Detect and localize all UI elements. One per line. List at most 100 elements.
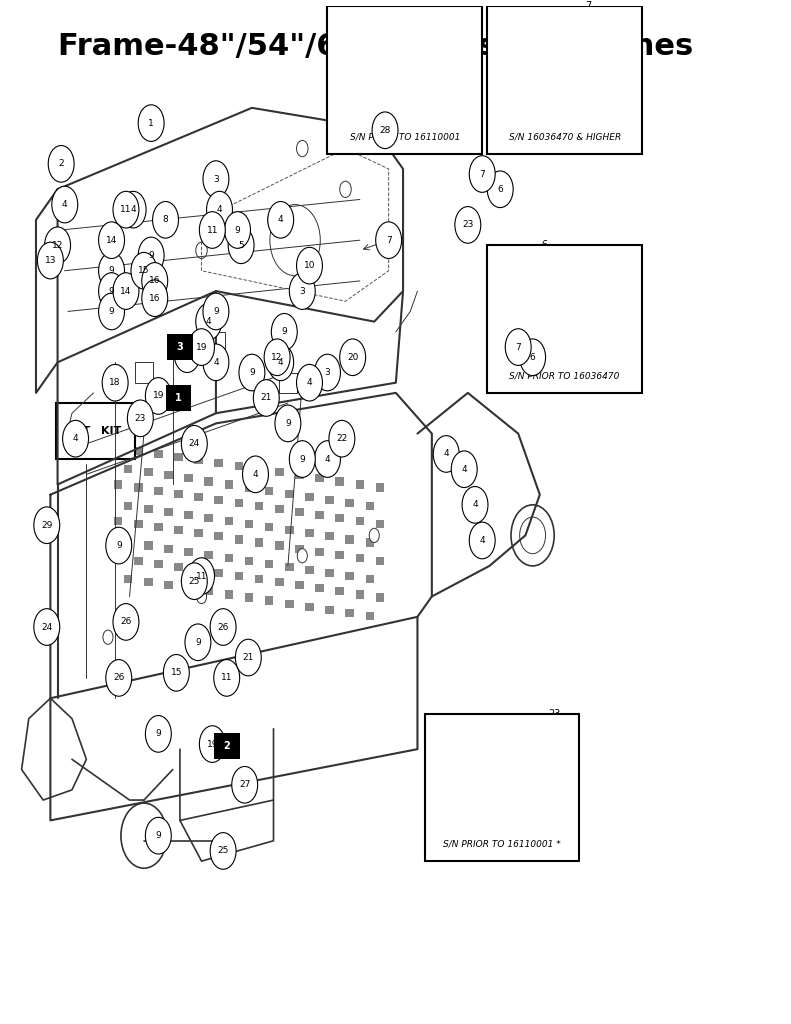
Bar: [515, 769, 522, 776]
Bar: [316, 511, 324, 519]
Circle shape: [195, 303, 221, 340]
Bar: [255, 539, 263, 547]
Circle shape: [329, 421, 355, 457]
Bar: [523, 754, 530, 761]
Circle shape: [275, 406, 301, 441]
Bar: [376, 483, 384, 492]
Circle shape: [138, 104, 164, 141]
Bar: [305, 529, 314, 538]
Bar: [355, 517, 364, 525]
Text: 11: 11: [221, 674, 233, 682]
Bar: [204, 588, 213, 595]
Bar: [154, 523, 163, 531]
Circle shape: [290, 440, 316, 477]
Bar: [275, 579, 284, 587]
Bar: [214, 532, 223, 541]
Bar: [114, 480, 123, 488]
Bar: [174, 563, 183, 571]
Circle shape: [34, 507, 60, 544]
Bar: [355, 554, 364, 562]
Bar: [295, 508, 304, 516]
FancyBboxPatch shape: [487, 246, 642, 393]
Bar: [164, 582, 172, 590]
Bar: [444, 785, 451, 793]
Circle shape: [181, 563, 207, 599]
Text: 28: 28: [380, 126, 391, 135]
Circle shape: [232, 766, 258, 803]
Text: 25: 25: [188, 577, 200, 586]
Bar: [144, 542, 153, 550]
Bar: [114, 443, 123, 452]
Bar: [346, 536, 354, 544]
Text: 2: 2: [223, 741, 230, 751]
Text: 4: 4: [479, 536, 485, 545]
Text: 9: 9: [148, 251, 154, 260]
Text: KIT: KIT: [70, 426, 90, 436]
Circle shape: [185, 624, 211, 660]
Circle shape: [210, 833, 236, 869]
Bar: [444, 754, 451, 761]
Bar: [174, 489, 183, 498]
FancyBboxPatch shape: [425, 714, 579, 861]
Bar: [244, 520, 253, 528]
Bar: [204, 477, 213, 485]
Bar: [144, 505, 153, 513]
Circle shape: [462, 486, 488, 523]
Bar: [515, 802, 522, 809]
Bar: [184, 585, 193, 593]
Bar: [295, 582, 304, 590]
Bar: [174, 526, 183, 535]
Bar: [225, 480, 233, 488]
Bar: [275, 505, 284, 513]
Bar: [335, 514, 344, 522]
Text: Frame-48"/54"/60" Kawasaki Engines: Frame-48"/54"/60" Kawasaki Engines: [58, 32, 693, 60]
Text: 17: 17: [181, 349, 193, 358]
Circle shape: [203, 293, 229, 330]
Bar: [295, 545, 304, 553]
Bar: [499, 802, 506, 809]
Bar: [165, 385, 191, 412]
Circle shape: [339, 339, 365, 376]
Text: 4: 4: [206, 317, 211, 326]
Text: 4: 4: [307, 378, 312, 387]
Bar: [235, 572, 244, 581]
Text: 7: 7: [592, 261, 598, 270]
Text: 16: 16: [149, 276, 161, 286]
Bar: [507, 785, 514, 793]
Circle shape: [203, 344, 229, 381]
Circle shape: [174, 336, 200, 373]
Bar: [134, 557, 142, 565]
Bar: [346, 499, 354, 507]
Bar: [475, 785, 483, 793]
Text: 4: 4: [278, 215, 283, 224]
Bar: [346, 608, 354, 616]
Text: 26: 26: [113, 674, 124, 682]
Bar: [164, 471, 172, 479]
Circle shape: [372, 112, 398, 148]
Text: 12: 12: [52, 241, 63, 250]
Circle shape: [243, 456, 268, 493]
Bar: [499, 769, 506, 776]
Bar: [452, 802, 459, 809]
Circle shape: [106, 527, 132, 564]
Circle shape: [297, 248, 323, 284]
Bar: [435, 802, 443, 809]
Text: 20: 20: [347, 352, 358, 361]
Bar: [305, 602, 314, 610]
Circle shape: [469, 156, 495, 193]
Bar: [164, 508, 172, 516]
Text: 9: 9: [156, 729, 161, 738]
Circle shape: [37, 243, 63, 279]
Text: 6: 6: [614, 32, 620, 42]
Bar: [539, 754, 546, 761]
Bar: [134, 446, 142, 455]
Bar: [154, 560, 163, 568]
Text: 14: 14: [106, 236, 117, 245]
Bar: [265, 560, 274, 568]
Bar: [491, 785, 498, 793]
Text: 16: 16: [149, 294, 161, 303]
Bar: [355, 591, 364, 598]
Circle shape: [210, 608, 236, 645]
Bar: [255, 502, 263, 510]
Bar: [154, 450, 163, 458]
